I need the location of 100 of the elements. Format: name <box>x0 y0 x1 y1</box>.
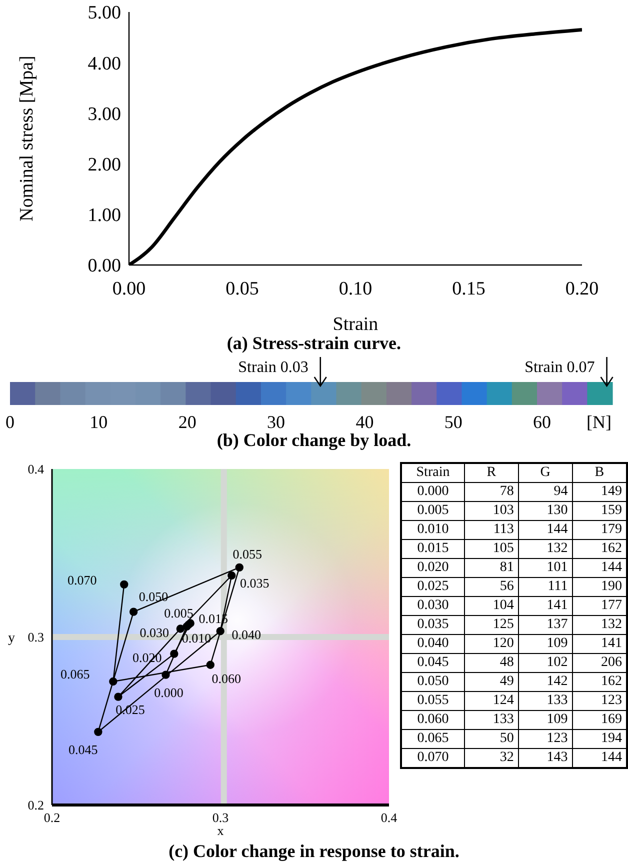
text: (a) Stress-strain curve. <box>226 333 402 354</box>
annotation: 0.045 <box>68 742 98 757</box>
data-label: 123 <box>572 692 627 710</box>
text: (b) Color change by load. <box>216 430 412 450</box>
data-label: 159 <box>572 502 627 520</box>
x-tick-label: 50 <box>444 412 462 432</box>
data-label: 123 <box>518 730 572 748</box>
data-label: 111 <box>518 578 572 596</box>
y-tick-label: 0.015 <box>401 540 464 558</box>
y-tick-label: 2.00 <box>88 154 121 176</box>
y-tick-label: 0.070 <box>401 748 464 768</box>
x-axis-title: [N] <box>586 412 612 432</box>
data-label: 48 <box>464 654 518 672</box>
data-label: 144 <box>518 520 572 540</box>
data-label: 32 <box>464 748 518 768</box>
data-label: 109 <box>518 710 572 730</box>
data-label: 105 <box>464 540 518 558</box>
data-label: 141 <box>518 596 572 616</box>
data-label: 102 <box>518 654 572 672</box>
annotation: 0.070 <box>67 572 97 588</box>
data-label: 162 <box>572 672 627 692</box>
y-tick-label: 0.040 <box>401 634 464 654</box>
y-axis-title: Strain <box>401 463 464 482</box>
x-tick-label: 60 <box>533 412 552 432</box>
x-tick-label: 0.00 <box>112 278 146 300</box>
y-tick-label: 0.050 <box>401 672 464 692</box>
data-label: 132 <box>572 616 627 634</box>
x-tick-label: 0.10 <box>338 278 372 300</box>
data-label: 206 <box>572 654 627 672</box>
text: (c) Color change in response to strain. <box>168 841 460 862</box>
x-tick-label: R <box>464 463 518 482</box>
y-tick-label: 0.2 <box>28 798 44 813</box>
data-label: 177 <box>572 596 627 616</box>
y-tick-label: 0.035 <box>401 616 464 634</box>
data-label: 104 <box>464 596 518 616</box>
x-tick-label: 0.2 <box>44 810 60 826</box>
data-label: 78 <box>464 482 518 502</box>
y-tick-label: 0.005 <box>401 502 464 520</box>
x-tick-label: 0.15 <box>452 278 486 300</box>
annotation: 0.030 <box>140 624 170 640</box>
data-label: 142 <box>518 672 572 692</box>
data-label: 144 <box>572 558 627 578</box>
x-tick-label: 0.4 <box>380 810 398 826</box>
x-tick-label: 0.3 <box>212 810 229 826</box>
data-label: 179 <box>572 520 627 540</box>
x-tick-label: G <box>518 463 572 482</box>
x-tick-label: 0.20 <box>565 278 599 300</box>
x-tick-label: 10 <box>90 412 108 432</box>
y-tick-label: 0.030 <box>401 596 464 616</box>
y-tick-label: 0.055 <box>401 692 464 710</box>
x-tick-label: 40 <box>356 412 374 432</box>
data-label: 130 <box>518 502 572 520</box>
x-tick-label: 0 <box>6 412 14 432</box>
y-tick-label: 0.3 <box>28 630 44 645</box>
y-tick-label: 0.00 <box>88 256 121 277</box>
data-label: 120 <box>464 634 518 654</box>
data-label: 113 <box>464 520 518 540</box>
data-label: 141 <box>572 634 627 654</box>
y-tick-label: 0.025 <box>401 578 464 596</box>
y-axis-title: Nominal stress [Mpa] <box>16 56 38 222</box>
data-label: 132 <box>518 540 572 558</box>
data-label: 49 <box>464 672 518 692</box>
data-label: 133 <box>518 692 572 710</box>
y-tick-label: 0.000 <box>401 482 464 502</box>
data-label: 94 <box>518 482 572 502</box>
data-label: 194 <box>572 730 627 748</box>
x-axis-title: Strain <box>332 314 379 335</box>
data-label: 149 <box>572 482 627 502</box>
y-tick-label: 3.00 <box>88 104 121 125</box>
data-label: 124 <box>464 692 518 710</box>
data-label: 101 <box>518 558 572 578</box>
data-label: 169 <box>572 710 627 730</box>
annotation: 0.050 <box>138 588 168 604</box>
annotation: 0.000 <box>154 684 184 700</box>
x-tick-label: 20 <box>178 412 196 432</box>
y-tick-label: 0.060 <box>401 710 464 730</box>
annotation: 0.040 <box>232 627 261 642</box>
data-label: 190 <box>572 578 627 596</box>
annotation: 0.055 <box>232 546 262 562</box>
data-label: 143 <box>518 748 572 768</box>
y-tick-label: 1.00 <box>88 205 121 226</box>
y-tick-label: 0.010 <box>401 520 464 540</box>
x-tick-label: 0.05 <box>226 278 259 300</box>
data-label: 81 <box>464 558 518 578</box>
annotation: 0.005 <box>164 605 194 620</box>
data-label: 144 <box>572 748 627 768</box>
data-label: 50 <box>464 730 518 748</box>
y-tick-label: 0.065 <box>401 730 464 748</box>
y-tick-label: 4.00 <box>88 53 121 74</box>
data-label: 162 <box>572 540 627 558</box>
data-label: 133 <box>464 710 518 730</box>
data-label: 56 <box>464 578 518 596</box>
x-tick-label: 30 <box>267 412 286 432</box>
data-label: 103 <box>464 502 518 520</box>
x-tick-label: B <box>572 463 627 482</box>
y-tick-label: 0.045 <box>401 654 464 672</box>
annotation: 0.065 <box>60 666 90 682</box>
y-axis-title: y <box>8 630 15 646</box>
annotation: 0.035 <box>240 576 270 591</box>
data-label: 109 <box>518 634 572 654</box>
